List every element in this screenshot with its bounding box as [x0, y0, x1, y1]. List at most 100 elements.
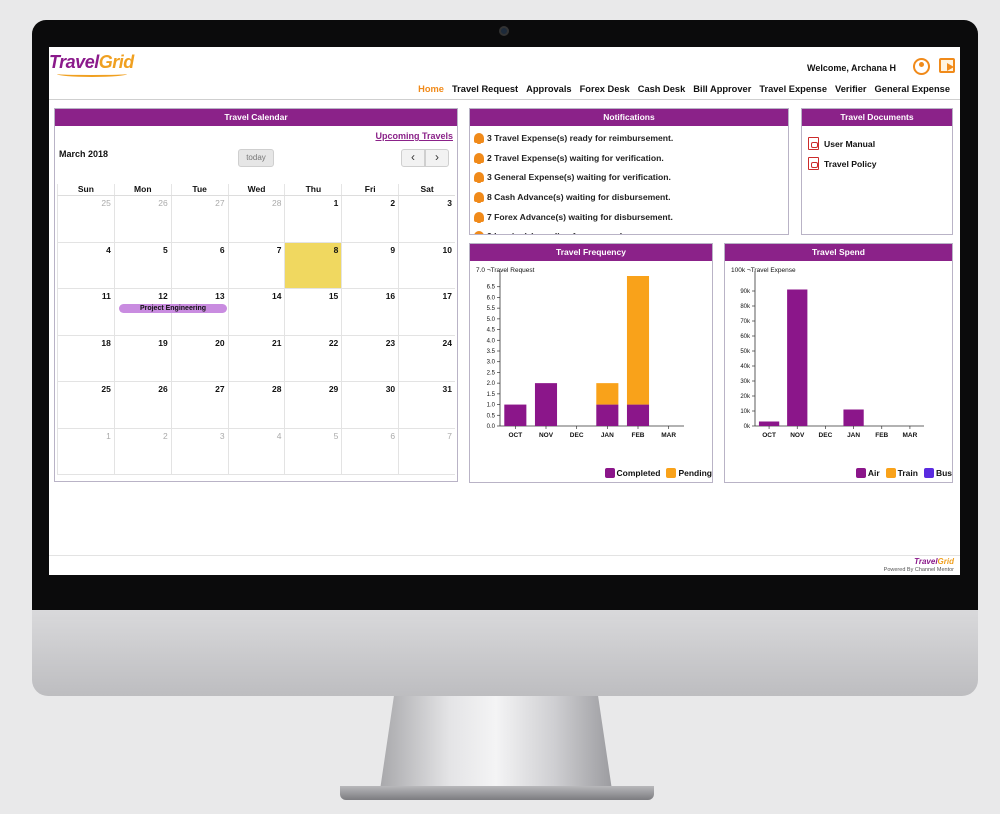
nav-item-bill-approver[interactable]: Bill Approver — [693, 84, 752, 94]
calendar-day-cell[interactable]: 30 — [341, 382, 398, 428]
calendar-event[interactable]: Project Engineering — [119, 304, 227, 313]
calendar-day-cell[interactable]: 10 — [398, 242, 455, 288]
nav-item-verifier[interactable]: Verifier — [835, 84, 867, 94]
notification-item[interactable]: 3 General Expense(s) waiting for verific… — [474, 167, 784, 187]
calendar-day-cell[interactable]: 16 — [341, 289, 398, 335]
calendar-day-cell[interactable]: 21 — [227, 335, 285, 381]
y-tick-label: 1.5 — [487, 392, 496, 398]
nav-item-travel-request[interactable]: Travel Request — [451, 84, 519, 94]
legend-item[interactable]: Pending — [666, 468, 712, 478]
calendar-day-cell[interactable]: 28 — [227, 196, 285, 242]
panel-title: Travel Spend — [725, 244, 952, 261]
calendar-day-cell[interactable]: 27 — [170, 382, 228, 428]
calendar-day-cell[interactable]: 6 — [341, 428, 398, 474]
nav-divider — [49, 99, 960, 100]
y-axis-label: 100k ¬Travel Expense — [731, 267, 796, 274]
calendar-day-cell[interactable]: 15 — [284, 289, 341, 335]
footer-divider — [49, 555, 960, 556]
y-tick-label: 10k — [740, 409, 751, 415]
calendar-day-cell[interactable]: 3 — [170, 428, 228, 474]
calendar-day-cell[interactable]: 9 — [341, 242, 398, 288]
calendar-day-cell[interactable]: 24 — [398, 335, 455, 381]
y-tick-label: 0.5 — [487, 413, 496, 419]
nav-item-travel-expense[interactable]: Travel Expense — [759, 84, 828, 94]
calendar-day-cell[interactable]: 27 — [170, 196, 228, 242]
legend-item[interactable]: Air — [855, 468, 880, 478]
calendar-day-cell[interactable]: 3 — [398, 196, 455, 242]
notification-item[interactable]: 8 Cash Advance(s) waiting for disburseme… — [474, 187, 784, 207]
calendar-day-cell[interactable]: 8 — [284, 242, 342, 288]
calendar-day-cell[interactable]: 26 — [113, 382, 171, 428]
x-tick-label: DEC — [570, 432, 584, 439]
calendar-day-cell[interactable]: 25 — [57, 382, 114, 428]
nav-item-approvals[interactable]: Approvals — [526, 84, 572, 94]
calendar-day-cell[interactable]: 1 — [57, 428, 114, 474]
bell-icon — [474, 152, 484, 164]
calendar-day-cell[interactable]: 14 — [227, 289, 285, 335]
calendar-day-cell[interactable]: 2 — [341, 196, 398, 242]
legend-item[interactable]: Bus — [923, 468, 952, 478]
notification-item[interactable]: 3 Travel Expense(s) ready for reimbursem… — [474, 128, 784, 148]
monitor-chin — [32, 610, 978, 696]
calendar-day-cell[interactable]: 23 — [341, 335, 398, 381]
y-tick-label: 3.0 — [487, 360, 496, 366]
calendar-day-cell[interactable]: 2 — [113, 428, 171, 474]
calendar-day-cell[interactable]: 4 — [57, 242, 114, 288]
calendar-day-cell[interactable]: 19 — [113, 335, 171, 381]
calendar-day-cell[interactable]: 12 — [113, 289, 171, 335]
calendar-day-cell[interactable]: 7 — [398, 428, 455, 474]
calendar-day-cell[interactable]: 5 — [113, 242, 171, 288]
calendar-day-cell[interactable]: 25 — [57, 196, 114, 242]
nav-item-cash-desk[interactable]: Cash Desk — [637, 84, 686, 94]
calendar-day-cell[interactable]: 26 — [113, 196, 171, 242]
notification-item[interactable]: 2 Travel Expense(s) waiting for verifica… — [474, 148, 784, 168]
y-tick-label: 70k — [740, 319, 751, 325]
calendar-day-cell[interactable]: 22 — [284, 335, 341, 381]
y-tick-label: 90k — [740, 289, 751, 295]
calendar-day-cell[interactable]: 5 — [284, 428, 341, 474]
calendar-day-cell[interactable]: 20 — [170, 335, 228, 381]
calendar-day-cell[interactable]: 4 — [227, 428, 285, 474]
notification-text: 7 Forex Advance(s) waiting for disbursem… — [487, 211, 673, 222]
bar-completed-oct — [504, 404, 527, 426]
document-link[interactable]: Travel Policy — [808, 157, 952, 170]
monitor-stand — [380, 696, 612, 790]
nav-item-home[interactable]: Home — [418, 84, 444, 94]
document-link[interactable]: User Manual — [808, 137, 952, 150]
notification-text: 2 Travel Expense(s) waiting for verifica… — [487, 152, 664, 163]
notification-item[interactable]: 7 Forex Advance(s) waiting for disbursem… — [474, 207, 784, 227]
calendar-day-cell[interactable]: 1 — [284, 196, 341, 242]
notification-item[interactable]: 2 Invoice(s) pending for approval. — [474, 226, 784, 234]
day-of-week-label: Sun — [57, 184, 114, 195]
calendar-day-cell[interactable]: 31 — [398, 382, 455, 428]
calendar-day-cell[interactable]: 17 — [398, 289, 455, 335]
calendar-day-cell[interactable]: 11 — [57, 289, 114, 335]
travelgrid-logo[interactable]: TravelGrid — [49, 52, 134, 72]
x-tick-label: FEB — [632, 432, 645, 439]
nav-item-general-expense[interactable]: General Expense — [874, 84, 950, 94]
y-tick-label: 6.0 — [487, 295, 496, 301]
legend-label: Completed — [616, 468, 661, 478]
calendar-day-cell[interactable]: 29 — [284, 382, 341, 428]
legend-item[interactable]: Completed — [604, 468, 661, 478]
user-profile-icon[interactable] — [913, 58, 930, 75]
calendar-day-cell[interactable]: 18 — [57, 335, 114, 381]
calendar-day-cell[interactable]: 28 — [227, 382, 285, 428]
nav-item-forex-desk[interactable]: Forex Desk — [579, 84, 630, 94]
calendar-day-cell[interactable]: 6 — [170, 242, 228, 288]
x-tick-label: FEB — [875, 432, 888, 439]
logout-icon[interactable] — [939, 58, 955, 73]
upcoming-travels-link[interactable]: Upcoming Travels — [375, 131, 453, 141]
prev-month-button[interactable]: ‹ — [401, 149, 425, 167]
notification-text: 8 Cash Advance(s) waiting for disburseme… — [487, 191, 671, 202]
y-tick-label: 5.5 — [487, 306, 496, 312]
today-button[interactable]: today — [238, 149, 274, 167]
y-tick-label: 50k — [740, 349, 751, 355]
next-month-button[interactable]: › — [425, 149, 449, 167]
legend-swatch — [604, 468, 615, 478]
legend-item[interactable]: Train — [885, 468, 918, 478]
bar-pending-feb — [626, 276, 650, 405]
panel-title: Travel Frequency — [470, 244, 712, 261]
calendar-day-cell[interactable]: 7 — [227, 242, 285, 288]
